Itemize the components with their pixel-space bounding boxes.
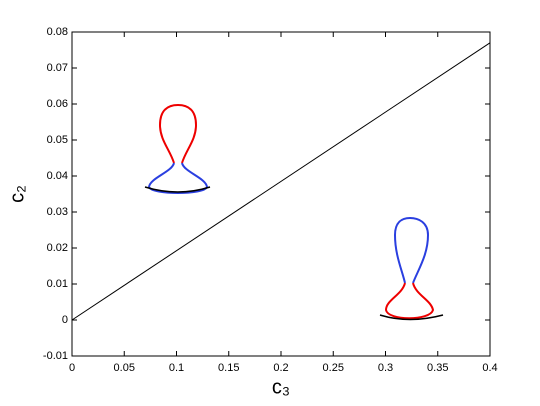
shape-base — [144, 186, 211, 193]
y-tick-label: 0.08 — [47, 26, 68, 38]
x-tick-label: 0.15 — [218, 362, 239, 374]
y-tick-label: 0.01 — [47, 278, 68, 290]
shape-base — [379, 314, 444, 321]
x-tick-label: 0.4 — [482, 362, 497, 374]
y-tick-label: 0.06 — [47, 98, 68, 110]
x-tick-label: 0.3 — [378, 362, 393, 374]
plot-frame — [71, 31, 491, 357]
inset-shape-left — [144, 103, 211, 194]
y-tick-label: 0.05 — [47, 134, 68, 146]
shape-top — [393, 216, 430, 284]
inset-shape-right — [379, 216, 444, 321]
x-axis-label: c₃ — [272, 376, 290, 398]
x-tick-label: 0.05 — [114, 362, 135, 374]
x-tick-label: 0.25 — [323, 362, 344, 374]
x-tick-label: 0 — [69, 362, 75, 374]
shape-bottom — [384, 282, 435, 320]
y-axis-label: c₂ — [6, 185, 28, 203]
x-tick-label: 0.2 — [273, 362, 288, 374]
shape-top — [158, 103, 198, 164]
x-tick-label: 0.35 — [427, 362, 448, 374]
shape-bottom — [147, 162, 209, 194]
y-tick-label: 0.02 — [47, 242, 68, 254]
y-tick-label: 0.04 — [47, 170, 68, 182]
x-tick-label: 0.1 — [169, 362, 184, 374]
y-tick-label: 0.07 — [47, 62, 68, 74]
data-line — [71, 42, 491, 321]
y-tick-label: -0.01 — [43, 350, 68, 362]
y-tick-label: 0.03 — [47, 206, 68, 218]
y-tick-label: 0 — [62, 314, 68, 326]
